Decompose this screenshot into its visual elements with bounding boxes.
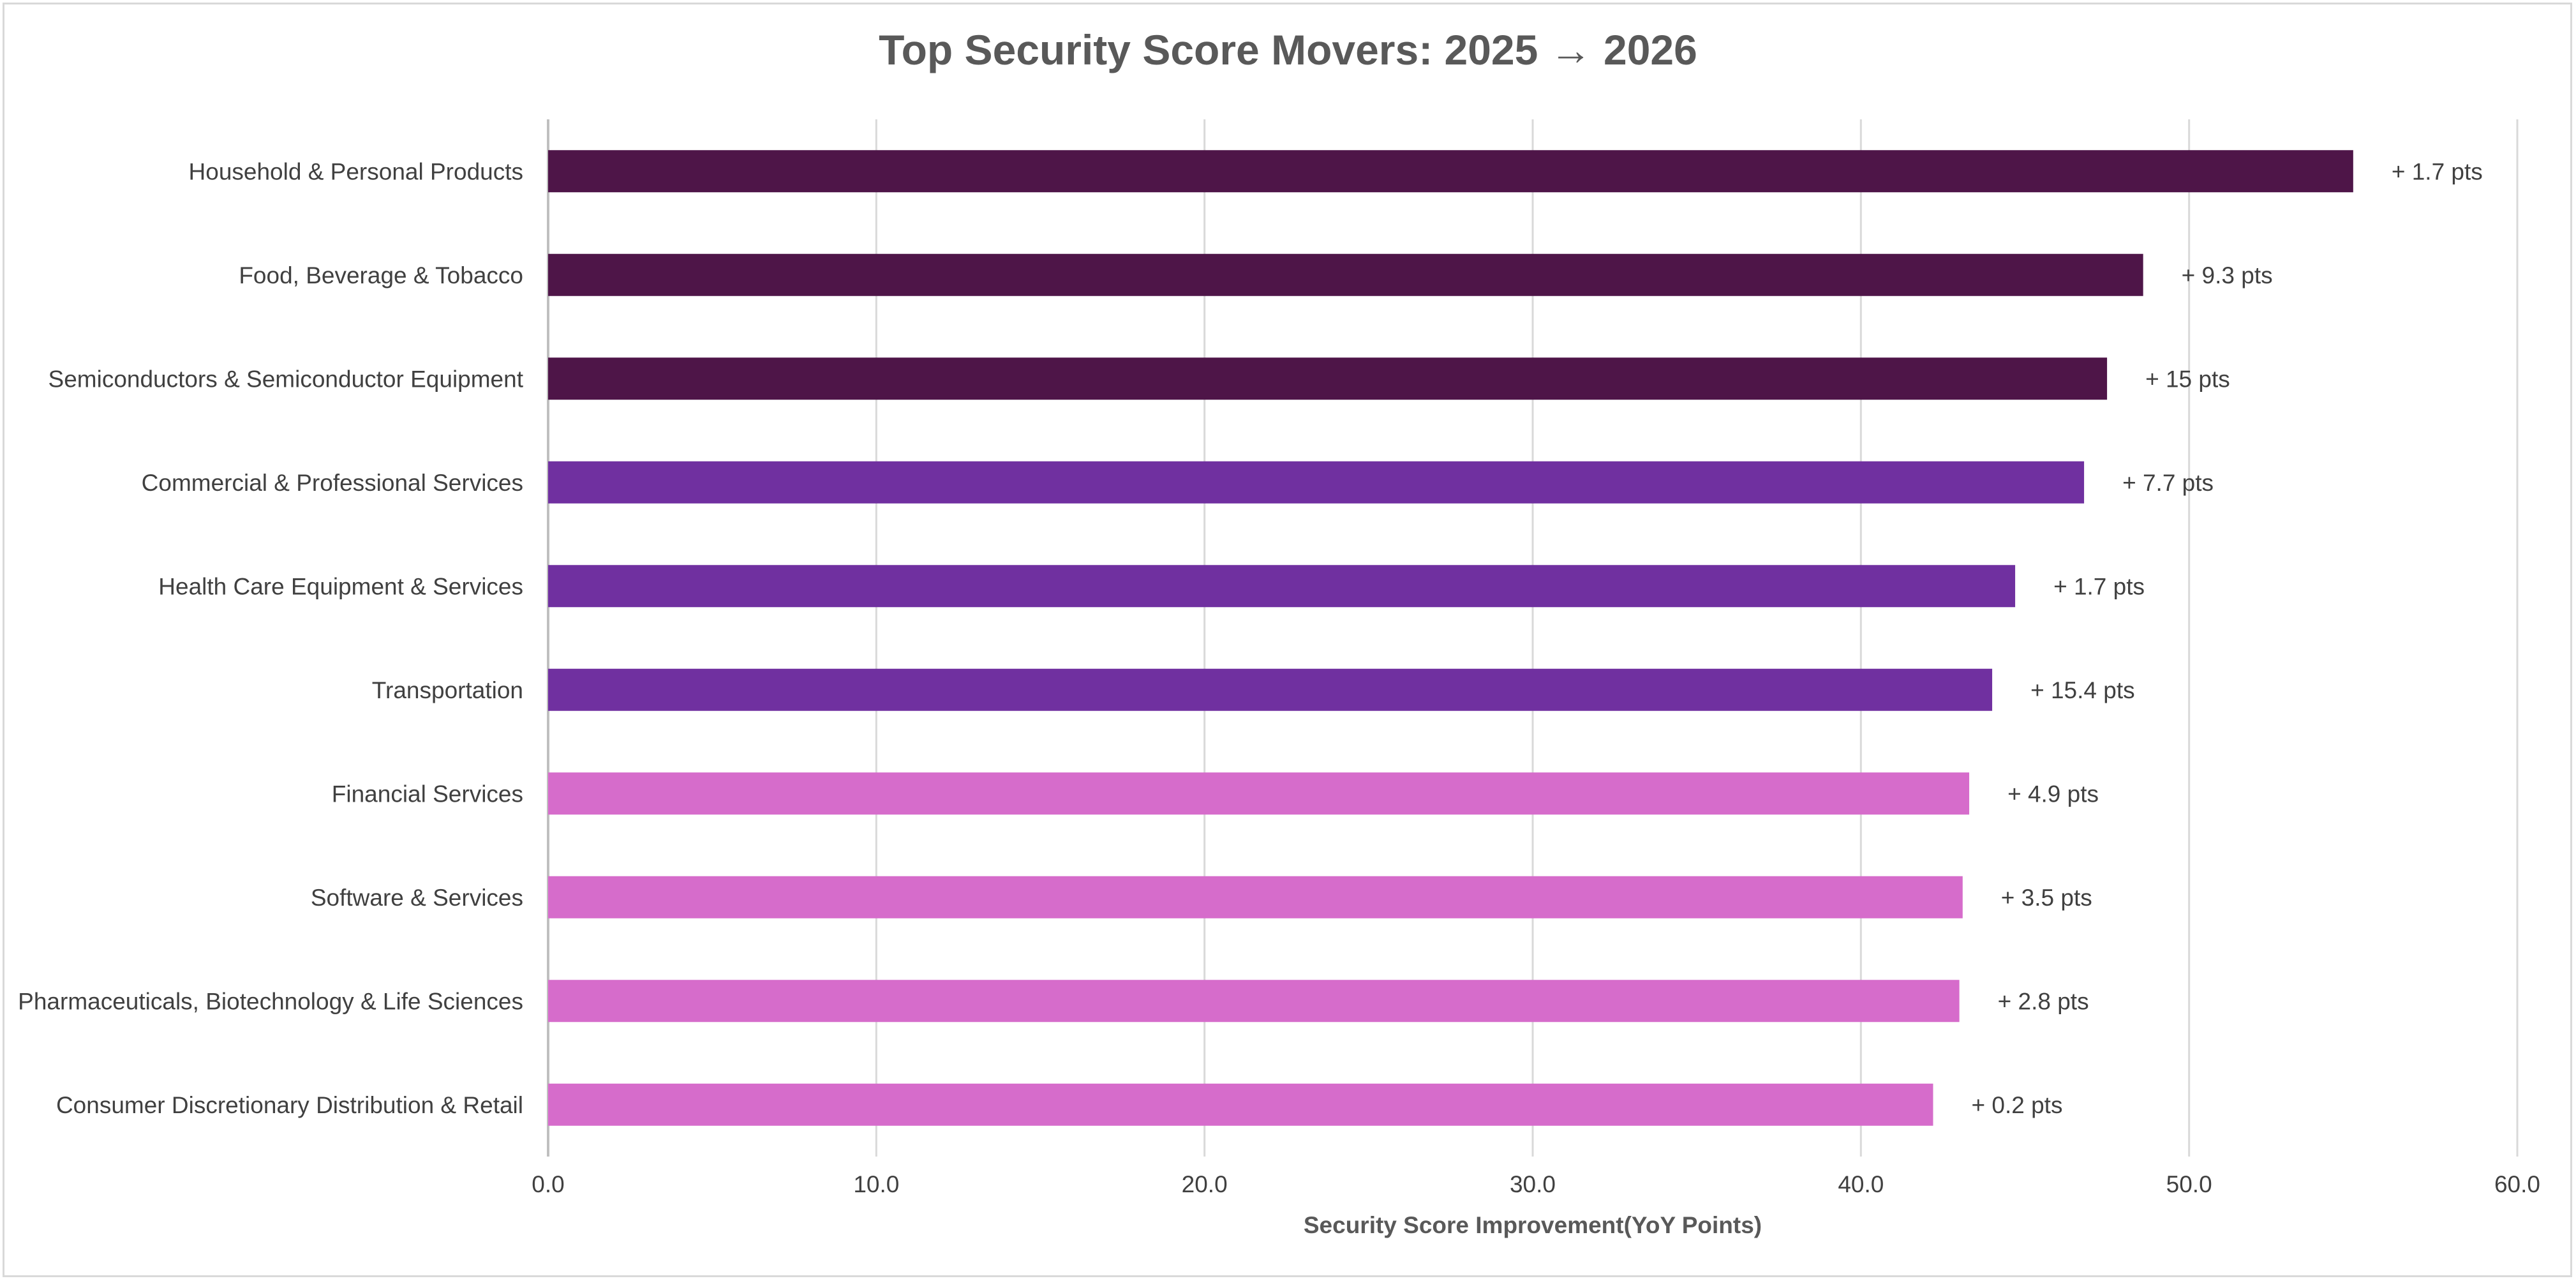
x-tick-label: 40.0 <box>1838 1171 1884 1197</box>
x-tick-label: 30.0 <box>1510 1171 1556 1197</box>
category-label: Pharmaceuticals, Biotechnology & Life Sc… <box>18 988 523 1014</box>
data-label: + 3.5 pts <box>2001 885 2092 911</box>
x-tick-label: 20.0 <box>1182 1171 1228 1197</box>
category-label: Household & Personal Products <box>189 158 523 184</box>
data-label: + 1.7 pts <box>2392 158 2483 184</box>
data-label: + 15.4 pts <box>2030 677 2135 703</box>
chart-frame <box>3 3 2572 1277</box>
category-labels: Household & Personal Products Food, Bever… <box>18 158 524 1118</box>
bar <box>548 668 1993 711</box>
data-label: + 7.7 pts <box>2122 470 2214 496</box>
data-label: + 0.2 pts <box>1971 1092 2062 1118</box>
category-label: Consumer Discretionary Distribution & Re… <box>56 1092 523 1118</box>
x-tick-label: 60.0 <box>2494 1171 2540 1197</box>
bar <box>548 565 2016 608</box>
x-tick-label: 50.0 <box>2166 1171 2212 1197</box>
bar <box>548 461 2085 504</box>
bar <box>548 772 1970 815</box>
x-tick-label: 10.0 <box>853 1171 899 1197</box>
bar <box>548 876 1963 918</box>
data-label: + 2.8 pts <box>1998 988 2089 1014</box>
category-label: Software & Services <box>311 885 523 911</box>
category-label: Semiconductors & Semiconductor Equipment <box>48 366 524 392</box>
x-tick-label: 0.0 <box>532 1171 564 1197</box>
bar <box>548 253 2143 296</box>
x-tick-labels: 0.0 10.0 20.0 30.0 40.0 50.0 60.0 <box>532 1171 2540 1197</box>
data-label: + 9.3 pts <box>2182 262 2273 288</box>
bar <box>548 150 2353 193</box>
category-label: Commercial & Professional Services <box>142 470 523 496</box>
bar <box>548 980 1960 1023</box>
data-label: + 1.7 pts <box>2053 573 2145 599</box>
data-labels: + 1.7 pts + 9.3 pts + 15 pts + 7.7 pts + 1.7… <box>1971 158 2482 1118</box>
category-label: Food, Beverage & Tobacco <box>239 262 523 288</box>
bar <box>548 357 2108 400</box>
bars <box>548 150 2353 1126</box>
chart-title: Top Security Score Movers: 2025 → 2026 <box>879 26 1697 73</box>
bar <box>548 1083 1933 1126</box>
category-label: Transportation <box>372 677 523 703</box>
category-label: Health Care Equipment & Services <box>158 573 523 599</box>
data-label: + 4.9 pts <box>2007 781 2099 807</box>
x-axis-title: Security Score Improvement(YoY Points) <box>1304 1212 1762 1238</box>
category-label: Financial Services <box>332 781 523 807</box>
data-label: + 15 pts <box>2145 366 2230 392</box>
